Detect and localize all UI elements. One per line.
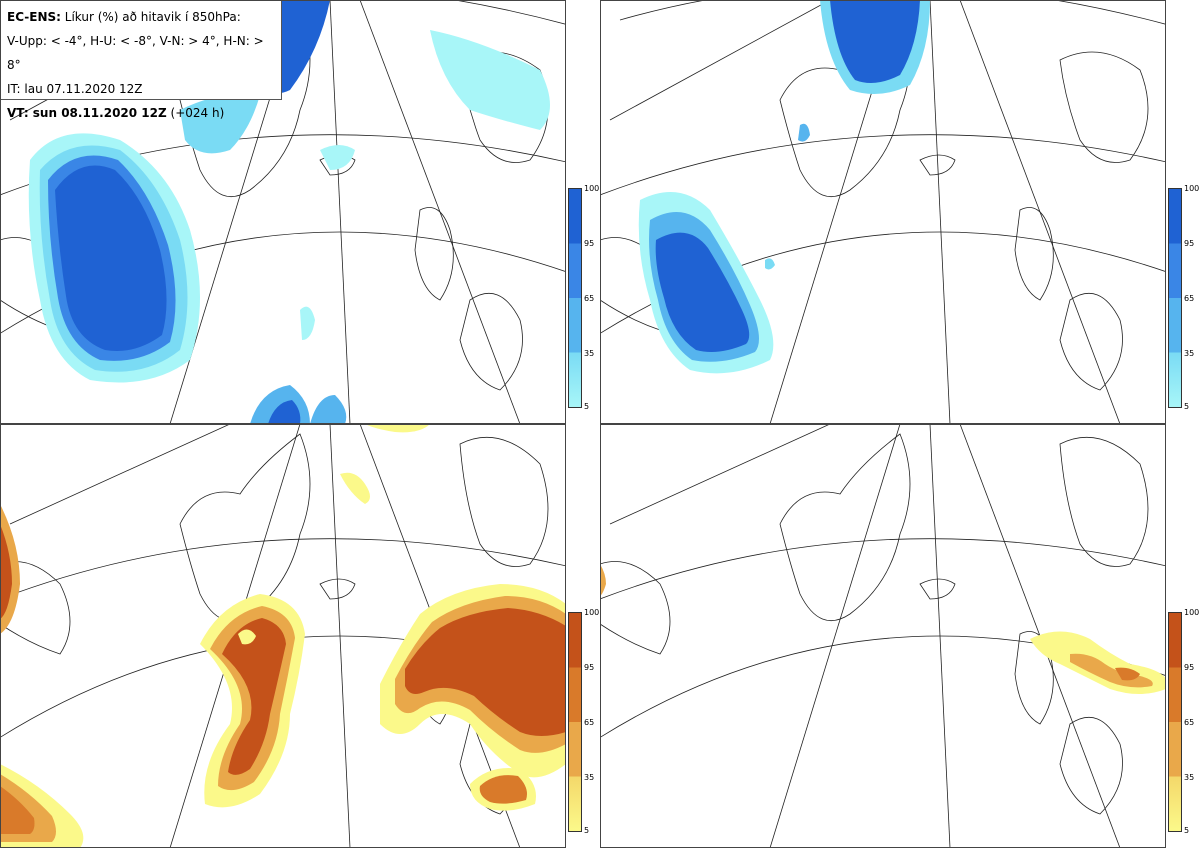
map-panel-bottom-left [0,424,566,848]
cb-tick-5: 5 [1184,402,1190,411]
coastlines [600,433,1149,815]
colorbar-orange-left: 100 95 65 35 5 [568,608,602,842]
colorbar-blue-left-scale [568,188,582,408]
map-panel-top-left: EC-ENS: Líkur (%) að hitavik í 850hPa: V… [0,0,566,424]
legend-init-time: IT: lau 07.11.2020 12Z [7,82,143,96]
legend-thresholds: V-Upp: < -4°, H-U: < -8°, V-N: > 4°, H-N… [7,34,264,72]
chart-legend-box: EC-ENS: Líkur (%) að hitavik í 850hPa: V… [0,0,282,120]
legend-description: Líkur (%) að hitavik í 850hPa: [60,10,241,24]
probability-field [600,564,1166,694]
colorbar-orange-left-scale [568,612,582,832]
colorbar-orange-right: 100 95 65 35 5 [1168,608,1200,842]
cb-tick-100: 100 [1184,608,1200,617]
colorbar-blue: 100 95 65 35 5 [1168,184,1200,418]
cb-tick-35: 35 [1184,349,1195,358]
cb-tick-95: 95 [584,663,595,672]
map-warm-8 [600,424,1166,848]
legend-valid-time: VT: sun 08.11.2020 12Z [7,106,167,120]
map-cold-8 [600,0,1166,424]
cb-tick-65: 65 [1184,294,1195,303]
colorbar-blue-left: 100 95 65 35 5 [568,184,602,418]
cb-tick-100: 100 [1184,184,1200,193]
map-warm-4 [0,424,566,848]
cb-tick-65: 65 [1184,718,1195,727]
probability-field [638,0,930,374]
cb-tick-95: 95 [1184,663,1195,672]
cb-tick-35: 35 [584,773,595,782]
probability-field [0,424,566,848]
cb-tick-35: 35 [1184,773,1195,782]
legend-source: EC-ENS: [7,10,61,24]
map-panel-bottom-right [600,424,1166,848]
cb-tick-5: 5 [584,402,590,411]
colorbar-orange-right-scale [1168,612,1182,832]
probability-field [28,0,550,424]
legend-lead-time: (+024 h) [166,106,225,120]
cb-tick-100: 100 [584,184,600,193]
cb-tick-65: 65 [584,294,595,303]
cb-tick-5: 5 [1184,826,1190,835]
cb-tick-100: 100 [584,608,600,617]
colorbar-blue-scale [1168,188,1182,408]
map-panel-top-right [600,0,1166,424]
cb-tick-95: 95 [584,239,595,248]
cb-tick-95: 95 [1184,239,1195,248]
cb-tick-5: 5 [584,826,590,835]
map-cold-4 [0,0,566,424]
cb-tick-65: 65 [584,718,595,727]
cb-tick-35: 35 [584,349,595,358]
